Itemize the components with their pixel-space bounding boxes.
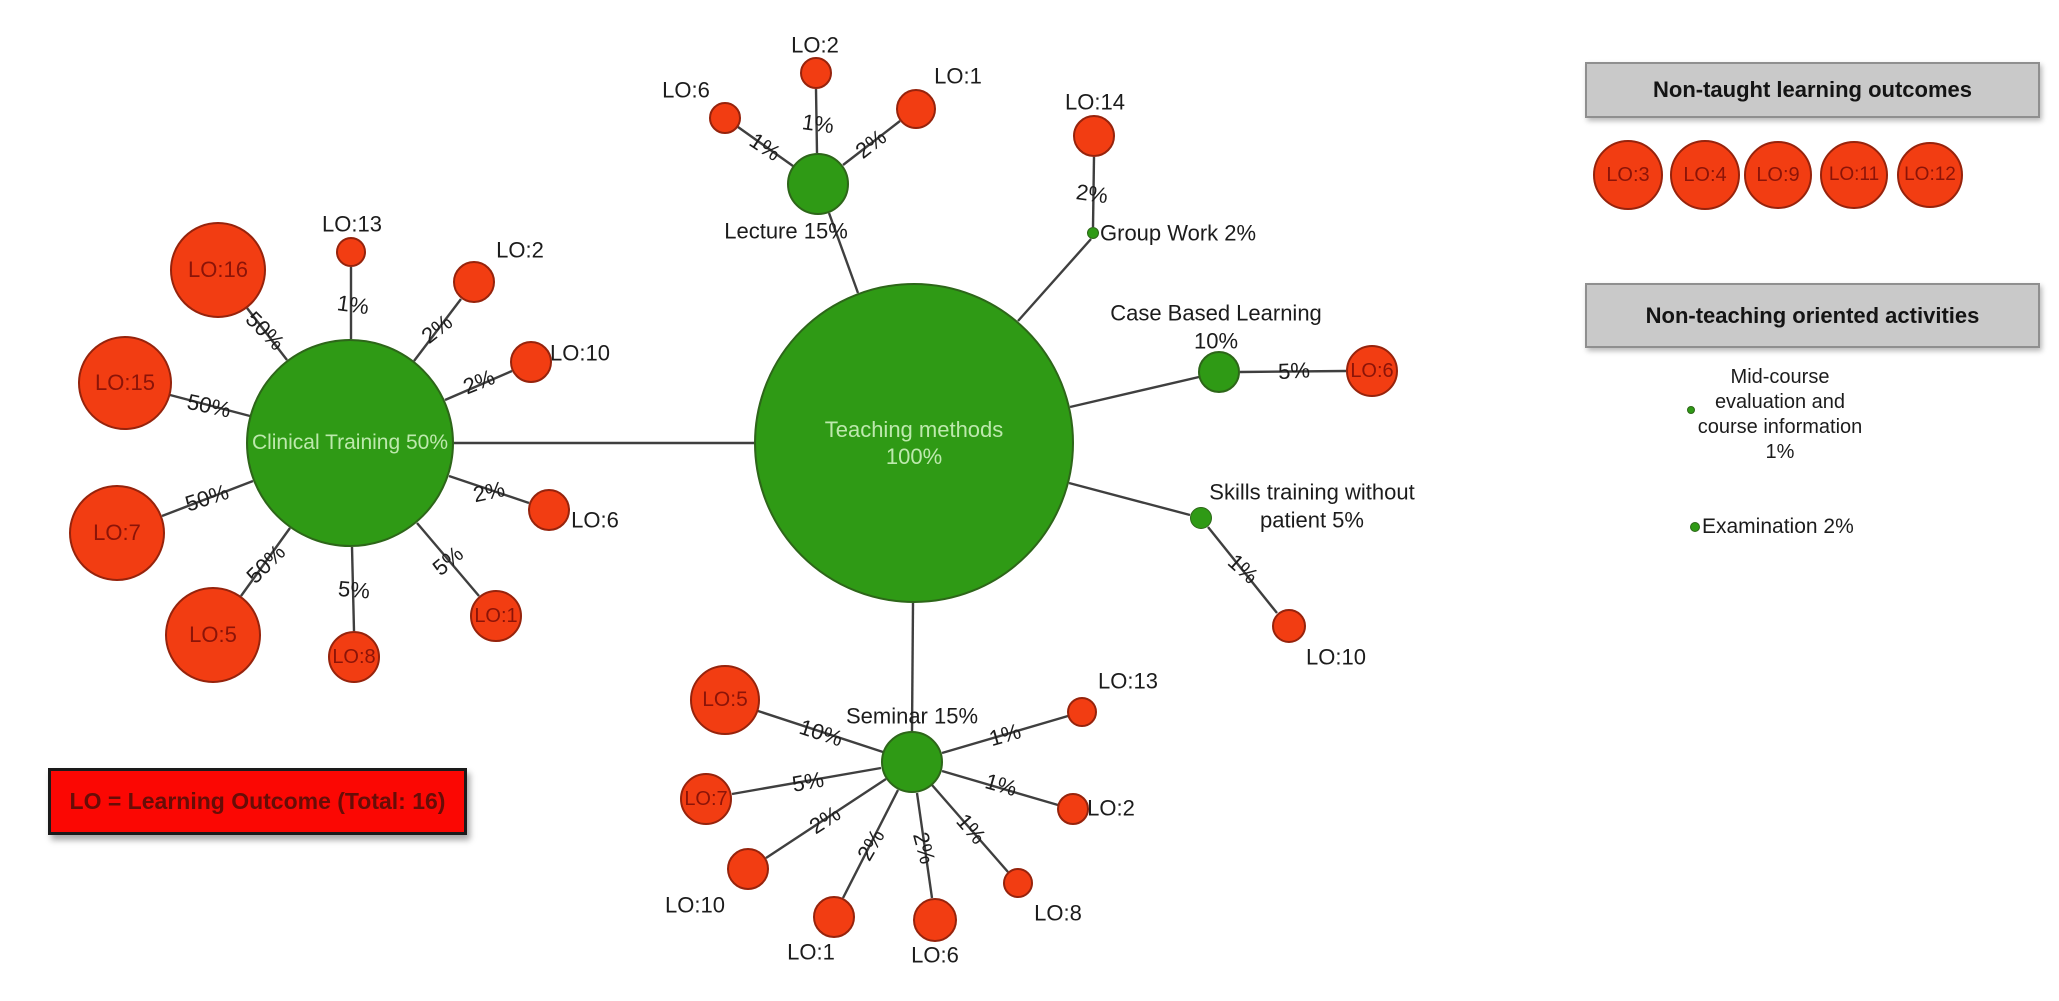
edge-clinical-lo10	[444, 369, 513, 402]
edge-seminar-lo13	[941, 714, 1069, 755]
edge-seminar-lo5	[757, 709, 884, 754]
edge-lo14-groupwork	[1091, 156, 1096, 228]
edge-teaching-cbl	[1069, 375, 1200, 409]
edge-skills-lo10	[1207, 526, 1278, 614]
edge-teaching-skills	[1068, 481, 1191, 517]
edge-groupwork-teaching	[1017, 238, 1092, 322]
edge-clinical-lo8	[350, 546, 356, 632]
edge-clinical-lo1	[416, 522, 480, 597]
panel-header-non-taught: Non-taught learning outcomes	[1585, 62, 2040, 118]
edge-seminar-lo6	[915, 792, 934, 899]
edge-seminar-lo8	[931, 784, 1009, 873]
edge-clinical-lo6	[448, 474, 530, 505]
edge-seminar-lo2	[941, 769, 1059, 807]
edge-seminar-lo1	[841, 789, 900, 899]
edge-seminar-lo10	[765, 777, 887, 860]
edge-teaching-seminar	[910, 602, 915, 732]
panel-header-non-teaching: Non-teaching oriented activities	[1585, 283, 2040, 348]
edge-clinical-lo7	[161, 479, 254, 518]
edge-clinical-lo15	[169, 393, 251, 418]
edge-lecture-lo6	[737, 126, 794, 167]
edge-lecture-lo1	[842, 120, 901, 166]
panel-title-non-taught: Non-taught learning outcomes	[1653, 77, 1972, 102]
edge-clinical-lo2	[413, 298, 462, 362]
legend-text: LO = Learning Outcome (Total: 16)	[69, 788, 446, 814]
edge-seminar-lo7	[731, 766, 882, 796]
legend-box: LO = Learning Outcome (Total: 16)	[48, 768, 467, 835]
edge-clinical-lo5	[240, 527, 291, 597]
panel-title-non-teaching: Non-teaching oriented activities	[1645, 302, 1980, 328]
edge-clinical-lo16	[246, 307, 288, 361]
edge-lecture-teaching	[827, 212, 860, 294]
edge-cbl-lo6	[1239, 369, 1347, 374]
edge-lecture-lo2	[814, 88, 819, 154]
